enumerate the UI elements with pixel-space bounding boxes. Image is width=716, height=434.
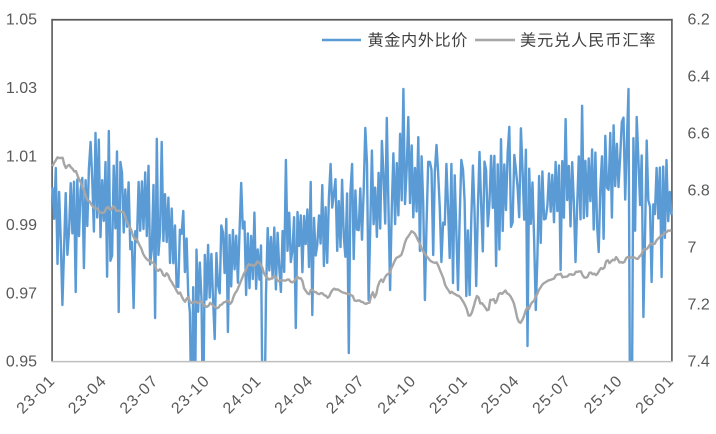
svg-text:1.05: 1.05 (6, 12, 37, 29)
svg-text:1.03: 1.03 (6, 80, 37, 97)
svg-text:0.97: 0.97 (6, 285, 37, 302)
svg-text:6.4: 6.4 (688, 69, 710, 86)
svg-text:7: 7 (688, 240, 697, 257)
svg-text:6.8: 6.8 (688, 183, 710, 200)
svg-text:6.2: 6.2 (688, 12, 710, 29)
svg-text:6.6: 6.6 (688, 126, 710, 143)
svg-text:0.99: 0.99 (6, 217, 37, 234)
svg-text:7.4: 7.4 (688, 354, 710, 371)
svg-text:0.95: 0.95 (6, 354, 37, 371)
svg-text:1.01: 1.01 (6, 149, 37, 166)
svg-text:7.2: 7.2 (688, 297, 710, 314)
